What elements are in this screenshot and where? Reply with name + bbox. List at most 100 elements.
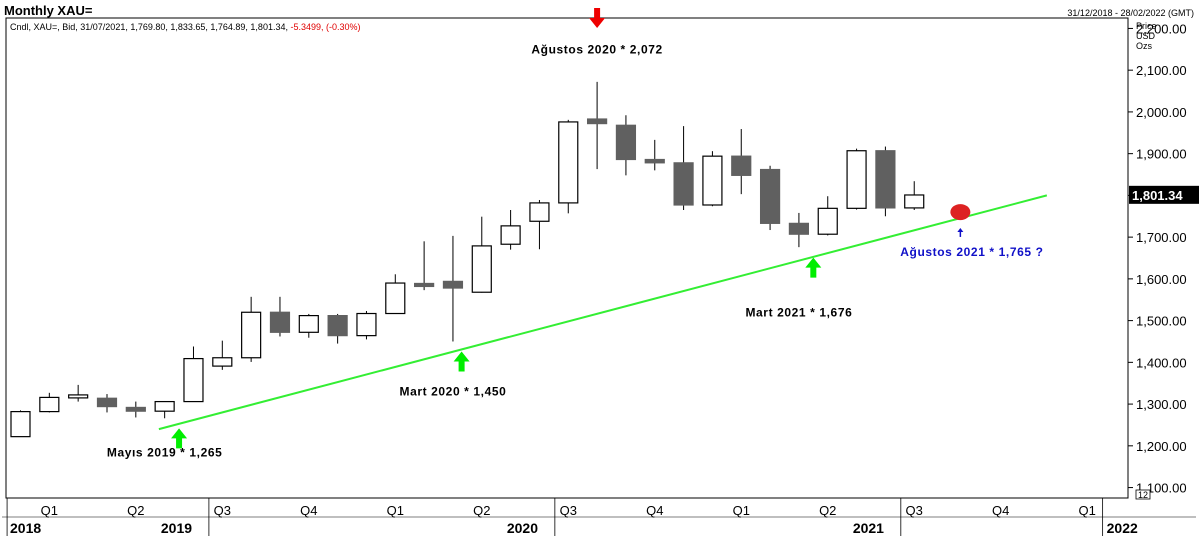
candle-body	[269, 311, 291, 333]
candle	[212, 340, 233, 370]
candle-body	[241, 311, 262, 359]
candle	[298, 313, 319, 338]
candle-body	[904, 194, 925, 209]
y-tick-label: 2,000.00	[1136, 105, 1187, 120]
candle-body	[558, 121, 579, 204]
y-tick-label: 1,600.00	[1136, 272, 1187, 287]
candle-body	[615, 124, 637, 161]
quarter-label: Q2	[819, 503, 836, 518]
candle-body	[788, 222, 810, 235]
quarter-label: Q4	[992, 503, 1009, 518]
candle-body	[673, 162, 694, 206]
quarter-label: Q4	[300, 503, 317, 518]
candle	[529, 199, 550, 250]
annotation-label: Mart 2021 * 1,676	[745, 305, 852, 319]
candle-body	[442, 280, 464, 289]
candle	[586, 81, 608, 170]
candle-body	[586, 118, 608, 125]
axis-header-currency: USD	[1136, 31, 1156, 41]
candle	[269, 296, 291, 337]
small-arrow-head-icon	[957, 227, 964, 232]
y-tick-label: 1,200.00	[1136, 439, 1187, 454]
quarter-label: Q1	[387, 503, 404, 518]
candle	[702, 151, 723, 207]
arrow-down-icon	[589, 8, 606, 28]
quarter-label: Q3	[214, 503, 231, 518]
candle-info: Cndl, XAU=, Bid, 31/07/2021, 1,769.80, 1…	[10, 22, 361, 32]
annotation-label: Mart 2020 * 1,450	[399, 385, 506, 399]
candle-body	[702, 155, 723, 206]
last-price-badge	[1129, 185, 1199, 204]
candle	[10, 410, 31, 438]
quarter-label: Q3	[560, 503, 577, 518]
candle-info-change: -5.3499, (-0.30%)	[290, 22, 361, 32]
arrow-up-icon	[171, 428, 188, 449]
candle-body	[846, 150, 867, 209]
year-label: 2020	[507, 520, 538, 536]
year-label: 2018	[10, 520, 41, 536]
candle	[327, 313, 348, 344]
candle-body	[356, 312, 377, 337]
candle-body	[817, 207, 838, 235]
candle-body	[154, 400, 175, 412]
candle	[644, 139, 665, 171]
candle	[817, 196, 838, 236]
candle-body	[327, 315, 348, 337]
year-label: 2022	[1107, 520, 1138, 536]
candle-body	[471, 245, 492, 293]
candle-info-values: Cndl, XAU=, Bid, 31/07/2021, 1,769.80, 1…	[10, 22, 288, 32]
scale-box-label: 12	[1138, 490, 1148, 500]
candle	[558, 119, 579, 214]
y-tick-label: 1,700.00	[1136, 230, 1187, 245]
arrow-up-icon	[453, 351, 470, 372]
candle-body	[759, 168, 781, 224]
candle	[788, 212, 810, 248]
candle	[731, 129, 752, 195]
candle-body	[96, 397, 118, 408]
target-dot	[950, 204, 971, 221]
quarter-label: Q1	[41, 503, 58, 518]
annotation-label: Ağustos 2020 * 2,072	[531, 42, 662, 56]
candle	[356, 311, 377, 340]
candle-body	[414, 282, 435, 288]
candle	[68, 384, 89, 402]
candle	[154, 400, 175, 419]
axis-header-price: Price	[1136, 21, 1157, 31]
candle-body	[875, 150, 896, 209]
candle	[673, 126, 694, 210]
quarter-label: Q2	[127, 503, 144, 518]
quarter-label: Q2	[473, 503, 490, 518]
candle-body	[68, 394, 89, 399]
candle	[442, 235, 464, 342]
y-tick-label: 2,100.00	[1136, 63, 1187, 78]
trendline	[158, 194, 1048, 431]
quarter-label: Q1	[733, 503, 750, 518]
candle-body	[212, 357, 233, 367]
quarter-label: Q3	[906, 503, 923, 518]
y-tick-label: 1,300.00	[1136, 397, 1187, 412]
arrow-up-icon	[805, 257, 822, 278]
candle	[904, 181, 925, 210]
candle	[125, 401, 146, 418]
candle	[385, 274, 406, 315]
last-price-label: 1,801.34	[1132, 188, 1183, 203]
y-tick-label: 2,200.00	[1136, 21, 1187, 36]
year-label: 2021	[853, 520, 884, 536]
quarter-label: Q4	[646, 503, 663, 518]
candle-body	[10, 411, 31, 438]
date-range: 31/12/2018 - 28/02/2022 (GMT)	[1067, 8, 1194, 18]
candle-body	[298, 315, 319, 333]
candle	[471, 216, 492, 293]
candle	[615, 115, 637, 176]
y-tick-label: 1,400.00	[1136, 355, 1187, 370]
scale-box	[1135, 489, 1151, 500]
candle-body	[529, 202, 550, 222]
candle	[759, 165, 781, 231]
candle	[875, 146, 896, 217]
candle-body	[731, 155, 752, 176]
axis-header-unit: Ozs	[1136, 41, 1153, 51]
candle	[39, 392, 60, 413]
annotation-label: Ağustos 2021 * 1,765 ?	[900, 245, 1043, 259]
